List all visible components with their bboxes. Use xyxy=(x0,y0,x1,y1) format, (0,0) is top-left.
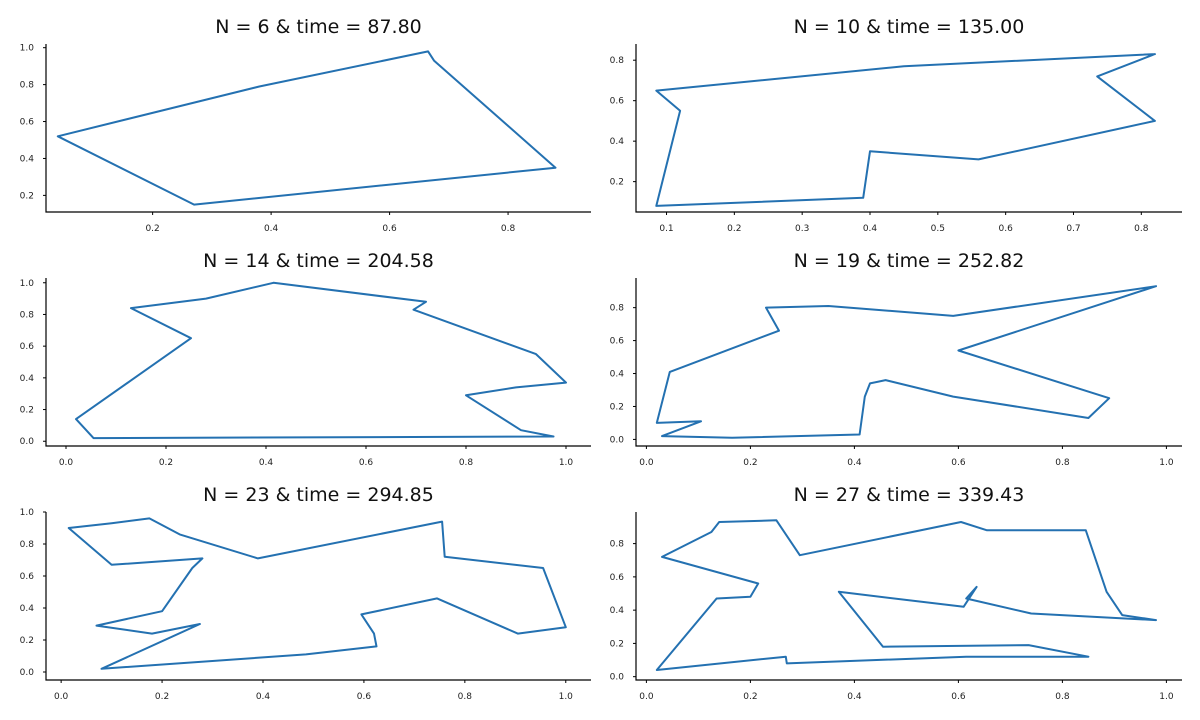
x-tick-label: 0.2 xyxy=(743,458,757,468)
x-tick-label: 0.2 xyxy=(743,692,757,702)
x-tick-label: 0.8 xyxy=(1055,692,1070,702)
subplot-title: N = 14 & time = 204.58 xyxy=(203,250,434,272)
axis-spine xyxy=(635,512,1182,681)
tour-line xyxy=(75,281,567,440)
x-tick-label: 0.4 xyxy=(847,458,862,468)
x-tick-label: 0.1 xyxy=(659,224,673,234)
y-tick-label: 0.4 xyxy=(610,137,625,147)
y-tick-label: 1.0 xyxy=(20,44,35,54)
tour-line xyxy=(56,50,557,206)
y-tick-label: 1.0 xyxy=(20,508,35,518)
subplot-6: N = 27 & time = 339.43 0.0 0.2 0.4 0.6 0.8 1.… xyxy=(610,484,1182,702)
y-tick-label: 0.6 xyxy=(20,572,35,582)
x-tick-label: 0.3 xyxy=(795,224,809,234)
y-tick-label: 0.2 xyxy=(610,402,624,412)
tour-line xyxy=(67,517,567,670)
y-tick-label: 0.8 xyxy=(610,540,625,550)
x-tick-label: 0.0 xyxy=(54,692,69,702)
x-tick-label: 1.0 xyxy=(1159,458,1174,468)
tour-line xyxy=(655,519,1157,671)
y-tick-label: 0.0 xyxy=(610,435,625,445)
x-tick-label: 0.4 xyxy=(863,224,878,234)
y-tick-label: 0.6 xyxy=(610,97,625,107)
y-tick-label: 0.4 xyxy=(610,370,625,380)
y-tick-label: 0.6 xyxy=(20,342,35,352)
y-tick-label: 0.8 xyxy=(20,310,35,320)
x-tick-label: 1.0 xyxy=(559,692,574,702)
y-tick-label: 0.6 xyxy=(20,118,35,128)
y-tick-label: 0.0 xyxy=(610,673,625,683)
subplot-4: N = 19 & time = 252.82 0.0 0.2 0.4 0.6 0.8 1.… xyxy=(610,250,1182,468)
x-tick-label: 0.5 xyxy=(931,224,945,234)
x-tick-label: 0.2 xyxy=(727,224,741,234)
subplot-title: N = 23 & time = 294.85 xyxy=(203,484,434,506)
subplot-3: N = 14 & time = 204.58 0.0 0.2 0.4 0.6 0.8 1.… xyxy=(20,250,591,468)
x-tick-label: 0.6 xyxy=(951,692,966,702)
tour-line xyxy=(655,285,1157,439)
y-tick-label: 0.0 xyxy=(20,437,35,447)
x-tick-label: 0.4 xyxy=(256,692,271,702)
subplot-title: N = 10 & time = 135.00 xyxy=(794,16,1025,38)
y-tick-label: 0.2 xyxy=(610,178,624,188)
x-tick-label: 0.7 xyxy=(1066,224,1080,234)
x-tick-label: 0.6 xyxy=(951,458,966,468)
tour-line xyxy=(655,53,1156,207)
subplot-1: N = 6 & time = 87.80 0.2 0.4 0.6 0.8 0.2 0.4 0… xyxy=(20,16,591,234)
x-tick-label: 0.4 xyxy=(259,458,274,468)
axis-spine xyxy=(635,44,1182,213)
axis-spine xyxy=(45,512,591,681)
x-tick-label: 0.0 xyxy=(59,458,74,468)
x-tick-label: 0.6 xyxy=(382,224,397,234)
x-tick-label: 0.0 xyxy=(639,692,654,702)
subplot-title: N = 6 & time = 87.80 xyxy=(215,16,422,38)
axis-spine xyxy=(45,278,591,447)
x-tick-label: 0.8 xyxy=(501,224,516,234)
y-tick-label: 0.0 xyxy=(20,668,35,678)
x-tick-label: 0.8 xyxy=(459,458,474,468)
y-tick-label: 0.4 xyxy=(20,154,35,164)
y-tick-label: 0.2 xyxy=(610,639,624,649)
x-tick-label: 1.0 xyxy=(559,458,574,468)
y-tick-label: 0.2 xyxy=(20,191,34,201)
y-tick-label: 0.4 xyxy=(20,374,35,384)
y-tick-label: 0.4 xyxy=(610,606,625,616)
subplot-2: N = 10 & time = 135.00 0.1 0.2 0.3 0.4 0.5 0.… xyxy=(610,16,1182,234)
x-tick-label: 0.8 xyxy=(1055,458,1070,468)
subplot-5: N = 23 & time = 294.85 0.0 0.2 0.4 0.6 0.8 1.… xyxy=(20,484,591,702)
y-tick-label: 0.4 xyxy=(20,604,35,614)
x-tick-label: 0.6 xyxy=(998,224,1013,234)
x-tick-label: 0.0 xyxy=(639,458,654,468)
subplot-title: N = 27 & time = 339.43 xyxy=(794,484,1025,506)
axis-spine xyxy=(635,278,1182,447)
x-tick-label: 1.0 xyxy=(1159,692,1174,702)
y-tick-label: 0.8 xyxy=(20,81,35,91)
x-tick-label: 0.6 xyxy=(357,692,372,702)
x-tick-label: 0.4 xyxy=(847,692,862,702)
subplot-title: N = 19 & time = 252.82 xyxy=(794,250,1025,272)
y-tick-label: 0.6 xyxy=(610,337,625,347)
x-tick-label: 0.2 xyxy=(145,224,159,234)
x-tick-label: 0.8 xyxy=(458,692,473,702)
x-tick-label: 0.4 xyxy=(264,224,279,234)
y-tick-label: 1.0 xyxy=(20,279,35,289)
y-tick-label: 0.6 xyxy=(610,573,625,583)
y-tick-label: 0.8 xyxy=(610,304,625,314)
y-tick-label: 0.2 xyxy=(20,636,34,646)
x-tick-label: 0.6 xyxy=(359,458,374,468)
x-tick-label: 0.2 xyxy=(155,692,169,702)
y-tick-label: 0.8 xyxy=(610,56,625,66)
axis-spine xyxy=(45,44,591,213)
x-tick-label: 0.8 xyxy=(1134,224,1149,234)
y-tick-label: 0.2 xyxy=(20,406,34,416)
x-tick-label: 0.2 xyxy=(159,458,173,468)
y-tick-label: 0.8 xyxy=(20,540,35,550)
